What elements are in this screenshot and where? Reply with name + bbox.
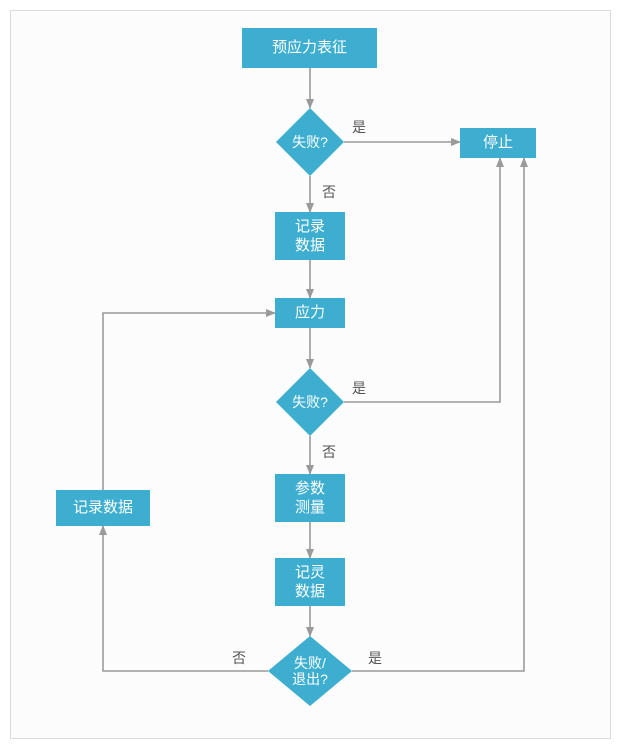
node-label: 记录数据 bbox=[73, 498, 133, 518]
edge-label-yes-2: 是 bbox=[352, 378, 366, 398]
edge-e10 bbox=[352, 158, 524, 671]
node-parameter-measure: 参数测量 bbox=[275, 474, 345, 522]
node-stress: 应力 bbox=[275, 298, 345, 328]
node-label: 记录数据 bbox=[295, 217, 325, 256]
node-label: 停止 bbox=[483, 133, 513, 153]
node-label: 失败? bbox=[292, 134, 328, 150]
decision-fail-1: 失败? bbox=[276, 108, 344, 176]
decision-fail-2: 失败? bbox=[276, 368, 344, 436]
node-label: 记灵数据 bbox=[295, 563, 325, 602]
edge-label-no-1: 否 bbox=[322, 182, 336, 202]
node-label: 失败/退出? bbox=[292, 655, 328, 687]
edge-label-no-3: 否 bbox=[232, 648, 246, 668]
edge-label-no-2: 否 bbox=[322, 442, 336, 462]
decision-fail-exit: 失败/退出? bbox=[268, 636, 352, 706]
node-record-data-2: 记灵数据 bbox=[275, 558, 345, 606]
node-stop: 停止 bbox=[460, 128, 536, 158]
node-label: 失败? bbox=[292, 394, 328, 410]
flowchart-canvas: 预应力表征 停止 记录数据 应力 参数测量 记灵数据 记录数据 失败? 失败? … bbox=[0, 0, 621, 749]
node-label: 应力 bbox=[295, 303, 325, 323]
node-label: 参数测量 bbox=[295, 479, 325, 518]
edge-label-yes-3: 是 bbox=[368, 648, 382, 668]
node-record-data-left: 记录数据 bbox=[56, 490, 150, 526]
node-record-data-1: 记录数据 bbox=[275, 212, 345, 260]
edge-label-yes-1: 是 bbox=[352, 117, 366, 137]
edge-e12 bbox=[103, 313, 275, 490]
edge-e6 bbox=[344, 158, 500, 402]
node-prestress-characterization: 预应力表征 bbox=[242, 28, 377, 68]
node-label: 预应力表征 bbox=[272, 38, 347, 58]
